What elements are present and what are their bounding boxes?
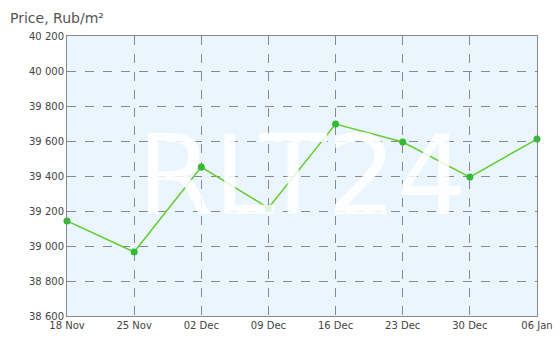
svg-text:38 600: 38 600 (29, 311, 64, 322)
svg-text:40 000: 40 000 (29, 66, 64, 77)
svg-text:18 Nov: 18 Nov (49, 320, 85, 331)
svg-text:40 200: 40 200 (29, 31, 64, 42)
svg-text:39 600: 39 600 (29, 136, 64, 147)
svg-text:09 Dec: 09 Dec (251, 320, 286, 331)
svg-text:RLT24: RLT24 (137, 112, 467, 240)
svg-text:25 Nov: 25 Nov (116, 320, 152, 331)
svg-text:39 000: 39 000 (29, 241, 64, 252)
svg-text:02 Dec: 02 Dec (184, 320, 219, 331)
svg-text:Price, Rub/m²: Price, Rub/m² (10, 10, 104, 26)
svg-text:39 200: 39 200 (29, 206, 64, 217)
svg-text:38 800: 38 800 (29, 276, 64, 287)
svg-text:23 Dec: 23 Dec (385, 320, 420, 331)
svg-text:06 Jan: 06 Jan (521, 320, 552, 331)
svg-text:16 Dec: 16 Dec (318, 320, 353, 331)
svg-text:30 Dec: 30 Dec (452, 320, 487, 331)
svg-text:39 400: 39 400 (29, 171, 64, 182)
svg-text:39 800: 39 800 (29, 101, 64, 112)
